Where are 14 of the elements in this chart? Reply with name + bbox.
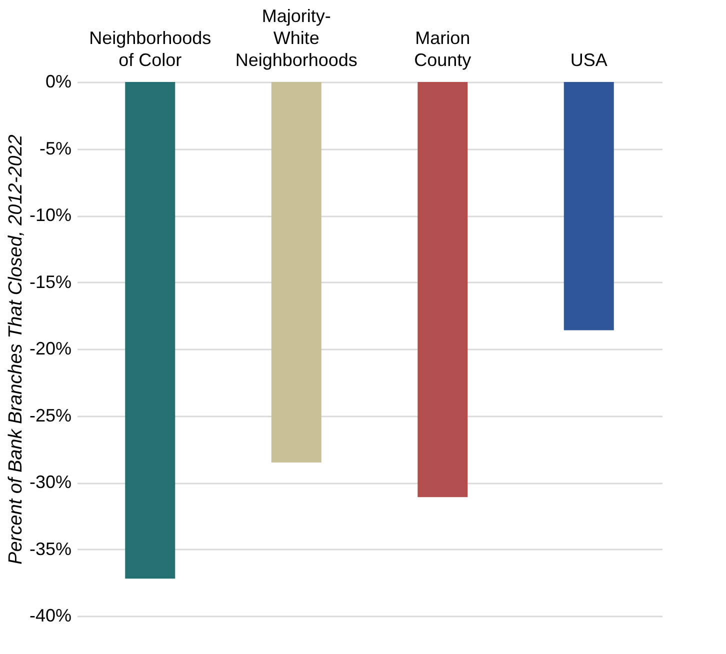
- y-axis-title: Percent of Bank Branches That Closed, 2012-2022: [5, 134, 26, 564]
- y-tick-label: -10%: [29, 205, 72, 225]
- x-tick-label: Majority-White Neighborhoods: [235, 6, 358, 70]
- x-tick-label: Neighborhoods of Color: [89, 28, 212, 70]
- y-tick-label: -20%: [29, 338, 72, 358]
- y-tick-label: -35%: [29, 538, 72, 559]
- y-tick-label: -30%: [29, 472, 72, 492]
- y-tick-label: -40%: [29, 606, 72, 626]
- y-tick-label: -5%: [39, 138, 72, 158]
- x-tick-label: Marion County: [414, 28, 472, 70]
- y-tick-label: -15%: [29, 272, 72, 292]
- y-tick-label: 0%: [45, 72, 72, 92]
- x-tick-label: USA: [570, 50, 608, 70]
- y-tick-label: -25%: [29, 405, 72, 426]
